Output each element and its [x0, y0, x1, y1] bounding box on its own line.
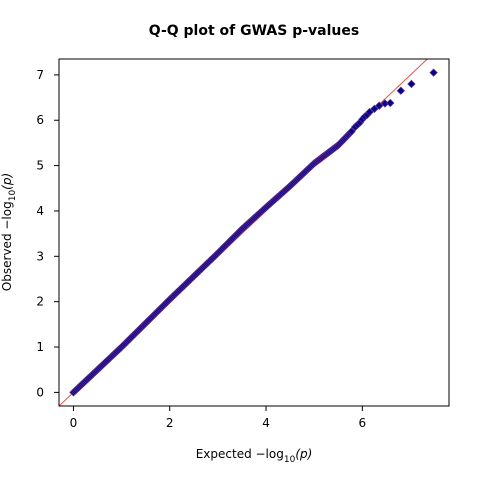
x-axis-label-subscript: 10 [284, 455, 296, 465]
y-tick-label: 6 [36, 113, 44, 127]
y-tick-label: 1 [36, 340, 44, 354]
qq-point-tail [396, 86, 406, 95]
qq-point-tail [375, 101, 384, 110]
y-axis-label-arg: (p) [0, 173, 14, 190]
x-tick-label: 6 [359, 416, 367, 430]
y-tick-label: 2 [36, 295, 44, 309]
x-tick-label: 4 [262, 416, 270, 430]
y-tick-label: 0 [36, 385, 44, 399]
y-tick-label: 3 [36, 249, 44, 263]
y-axis-label-text: Observed −log [0, 201, 14, 291]
x-tick-label: 0 [70, 416, 78, 430]
qq-point [347, 127, 356, 136]
x-axis-label-arg: (p) [295, 447, 312, 461]
plot-frame [58, 58, 450, 407]
qq-point-tail [386, 98, 395, 108]
qq-point-tail [365, 107, 374, 117]
chart-title: Q-Q plot of GWAS p-values [149, 23, 359, 39]
x-axis-label-text: Expected −log [196, 447, 284, 461]
x-axis-label: Expected −log10(p) [196, 447, 313, 465]
y-tick-label: 5 [36, 159, 44, 173]
y-axis-label-subscript: 10 [8, 190, 18, 202]
qq-point-tail [370, 104, 379, 114]
y-tick-label: 4 [36, 204, 44, 218]
y-tick-label: 7 [36, 68, 44, 82]
qq-point-tail [429, 68, 438, 77]
y-axis-label: Observed −log10(p) [0, 173, 18, 291]
x-tick-label: 2 [166, 416, 174, 430]
qq-point-tail [407, 79, 416, 89]
